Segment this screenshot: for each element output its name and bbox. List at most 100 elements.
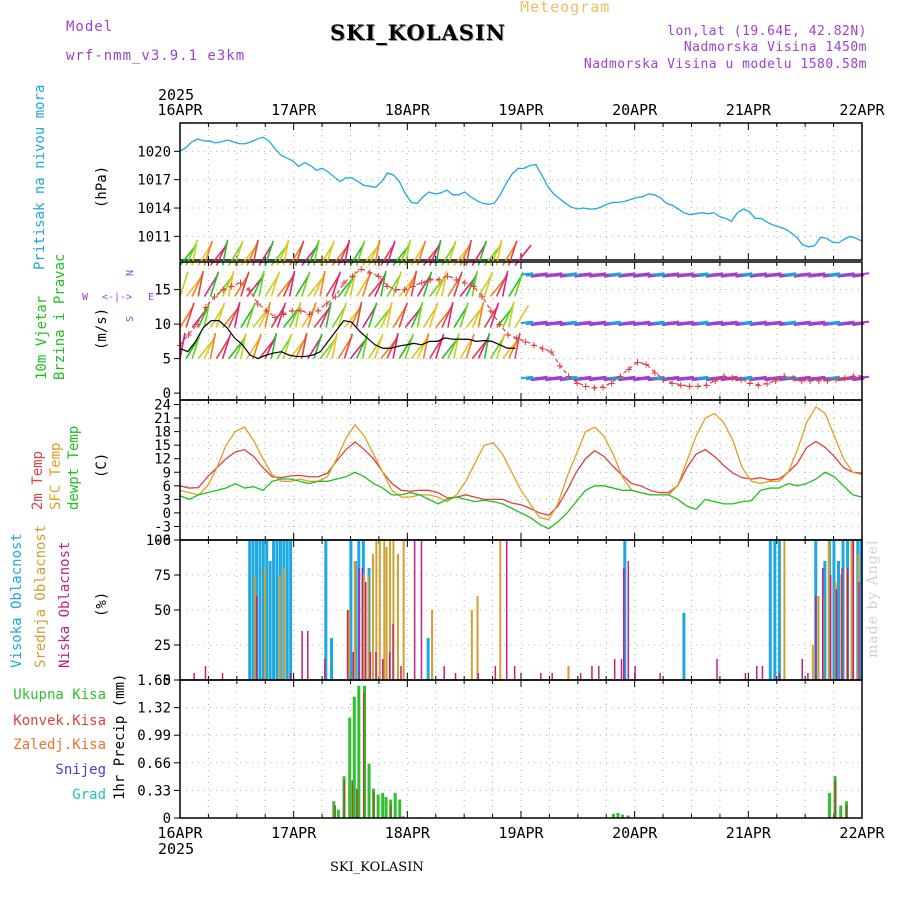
model-label: Model: [66, 19, 114, 35]
wind-arrow-purple: [667, 320, 680, 325]
cloud-mid-bar: [850, 540, 853, 680]
cloud-mid-bar: [353, 561, 356, 680]
wind-arrow: [434, 239, 442, 266]
gust-marker: +: [729, 371, 736, 385]
wind-arrow-purple: [857, 320, 870, 325]
cloud-low-bar: [835, 589, 838, 680]
wind-arrow-purple: [564, 320, 577, 325]
gust-marker: +: [289, 303, 296, 317]
wind-arrow: [441, 270, 448, 297]
gust-marker: +: [755, 378, 762, 392]
cloud-low-bar: [513, 666, 516, 680]
cloud-high-bar: [832, 540, 836, 680]
y-tick-label: 25: [154, 638, 171, 654]
cloud-low-bar: [627, 561, 630, 680]
cloud-low-bar: [400, 666, 402, 680]
gust-marker: +: [237, 276, 244, 290]
wind-arrow: [465, 272, 478, 297]
wind-arrow: [495, 239, 503, 266]
wind-arrow-purple: [579, 375, 592, 380]
precip-total-bar: [336, 809, 340, 818]
wind-arrow: [459, 302, 469, 328]
wind-arrow: [465, 333, 475, 359]
wind-arrow-purple: [857, 272, 870, 276]
y-tick-label: -3: [154, 519, 171, 535]
gust-marker: +: [556, 359, 563, 373]
y-tick-label: 1.65: [137, 673, 171, 689]
cloud-low-bar: [413, 540, 416, 680]
cloud-mid-bar: [470, 610, 473, 680]
wind-arrow: [227, 270, 235, 297]
precip-legend-label: Grad: [72, 787, 106, 803]
gust-marker: +: [358, 262, 365, 276]
cloud-low-bar: [369, 652, 372, 680]
precip-legend-label: Konvek.Kisa: [13, 713, 106, 729]
wind-arrow: [209, 271, 220, 297]
gust-marker: +: [185, 327, 192, 341]
gust-marker: +: [332, 290, 339, 304]
gust-marker: +: [220, 283, 227, 297]
wind-arrow: [471, 270, 479, 297]
cloud-low-bar: [255, 596, 258, 680]
station-title: SKI_KOLASIN: [330, 20, 506, 45]
cloud-low-bar: [841, 568, 843, 680]
cloud-low-bar: [623, 568, 625, 680]
wind-arrow: [355, 301, 363, 328]
cloud-mid-bar: [371, 554, 374, 680]
wind-arrow-purple: [535, 375, 548, 380]
cloud-low-bar: [454, 673, 457, 680]
gust-marker: +: [245, 283, 252, 297]
cloud-mid-bar: [348, 610, 351, 680]
cloud-mid-bar: [283, 568, 286, 680]
y-tick-label: 1011: [137, 229, 171, 245]
wind-arrow-purple: [769, 320, 782, 325]
panel-frame-precip: [179, 679, 863, 819]
wind-arrow: [380, 270, 387, 297]
cloud-mid-bar: [431, 610, 434, 680]
wind-arrow-purple: [652, 375, 665, 380]
precip-conv-bar: [373, 792, 375, 818]
wind-arrow: [276, 302, 287, 328]
wind-arrow-purple: [857, 375, 870, 380]
precip-total-bar: [611, 813, 615, 818]
wind-arrow: [404, 272, 417, 297]
cloud-low-bar: [221, 673, 224, 680]
wind-arrow-purple: [696, 320, 709, 325]
panel-label-cloud: Visoka Oblacnost: [9, 533, 25, 668]
wind-arrow-purple: [827, 272, 841, 276]
precip-legend-label: Snijeg: [55, 762, 106, 778]
gust-marker: +: [815, 374, 822, 388]
year-label-top: 2025: [158, 86, 194, 104]
wind-arrow: [313, 272, 326, 297]
wind-arrow: [355, 334, 369, 359]
wind-arrow: [221, 239, 229, 266]
gust-marker: +: [738, 372, 745, 386]
gust-marker: +: [625, 362, 632, 376]
cloud-mid-bar: [378, 540, 381, 680]
wind-arrow: [441, 303, 454, 328]
y-tick-label: 0.33: [137, 783, 171, 799]
gust-marker: +: [694, 379, 701, 393]
cloud-low-bar: [659, 673, 661, 680]
gust-marker: +: [703, 378, 710, 392]
wind-arrow-purple: [564, 272, 577, 276]
precip-total-bar: [398, 799, 402, 818]
cloud-low-bar: [420, 540, 423, 680]
wind-arrow: [179, 271, 189, 297]
cloud-mid-bar: [476, 596, 479, 680]
y-tick-label: 1014: [137, 201, 171, 217]
cloud-mid-bar: [389, 540, 392, 680]
wind-arrow-purple: [754, 320, 767, 325]
gust-marker: +: [401, 283, 408, 297]
cloud-high-bar: [623, 540, 627, 680]
gust-marker: +: [504, 327, 511, 341]
gust-marker: +: [582, 379, 589, 393]
wind-arrow-purple: [608, 272, 621, 276]
gust-marker: +: [487, 303, 494, 317]
wind-arrow-purple: [798, 320, 811, 325]
wind-arrow: [508, 301, 515, 328]
panel-frame-pressure: [179, 122, 863, 261]
cloud-low-bar: [388, 652, 391, 680]
wind-arrow-purple: [754, 272, 767, 276]
gust-marker: +: [789, 371, 796, 385]
